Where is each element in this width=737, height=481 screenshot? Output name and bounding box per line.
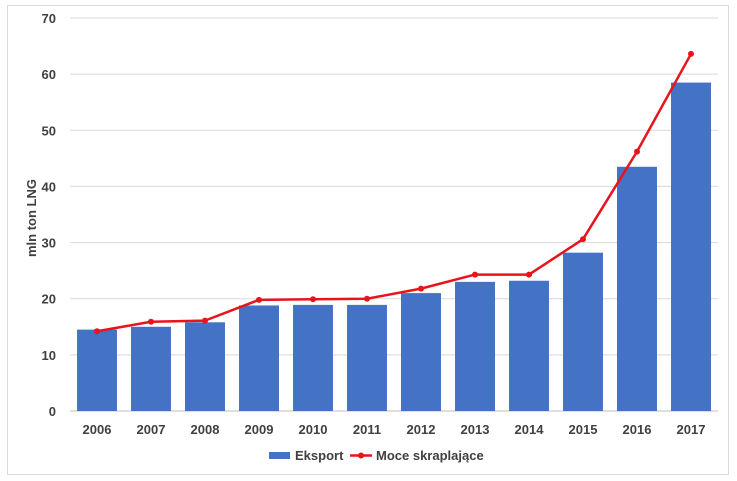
y-tick-10: 10 <box>42 348 56 363</box>
line-point-2014 <box>526 271 532 278</box>
y-axis-title: mln ton LNG <box>24 179 39 257</box>
line-moce-skraplajace <box>96 53 693 333</box>
x-tick-2006: 2006 <box>83 422 112 437</box>
x-tick-2007: 2007 <box>137 422 166 437</box>
y-tick-20: 20 <box>42 292 56 307</box>
legend-moce-marker <box>358 452 364 459</box>
bar-2009 <box>239 305 279 411</box>
x-tick-2014: 2014 <box>515 422 545 437</box>
line-series <box>94 50 694 335</box>
bar-2007 <box>131 326 171 411</box>
y-tick-60: 60 <box>42 67 56 82</box>
line-point-2013 <box>472 271 478 278</box>
bar-series <box>77 82 711 412</box>
line-point-2017 <box>688 50 694 57</box>
x-tick-labels: 2006 2007 2008 2009 2010 2011 2012 2013 2014 2015… <box>83 422 706 437</box>
bar-2016 <box>617 166 657 411</box>
bar-2011 <box>347 304 387 411</box>
y-tick-labels: 0 10 20 30 40 50 60 70 <box>42 11 56 419</box>
y-tick-70: 70 <box>42 11 56 26</box>
gridlines <box>70 17 718 412</box>
bar-2012 <box>401 293 441 411</box>
x-tick-2015: 2015 <box>569 422 598 437</box>
line-point-2006 <box>94 328 100 335</box>
y-tick-0: 0 <box>49 404 56 419</box>
bar-2006 <box>77 329 117 411</box>
bar-2008 <box>185 322 225 411</box>
line-point-2011 <box>364 295 370 302</box>
line-point-2012 <box>418 285 424 292</box>
y-tick-40: 40 <box>42 179 56 194</box>
x-tick-2012: 2012 <box>407 422 436 437</box>
y-tick-30: 30 <box>42 236 56 251</box>
line-point-2009 <box>256 296 262 303</box>
bar-2015 <box>563 252 603 411</box>
line-point-2007 <box>148 318 154 325</box>
legend-eksport-label: Eksport <box>295 448 344 463</box>
y-tick-50: 50 <box>42 123 56 138</box>
x-tick-2008: 2008 <box>191 422 220 437</box>
line-point-2008 <box>202 317 208 324</box>
x-tick-2009: 2009 <box>245 422 274 437</box>
bar-2014 <box>509 280 549 411</box>
x-tick-2017: 2017 <box>677 422 706 437</box>
bar-2010 <box>293 304 333 411</box>
x-tick-2010: 2010 <box>299 422 328 437</box>
line-point-2015 <box>580 236 586 243</box>
legend-moce-label: Moce skraplające <box>376 448 484 463</box>
line-point-2016 <box>634 148 640 155</box>
legend: Eksport Moce skraplające <box>269 448 484 463</box>
bar-2017 <box>671 82 711 412</box>
bar-2013 <box>455 281 495 411</box>
x-tick-2016: 2016 <box>623 422 652 437</box>
line-point-2010 <box>310 296 316 303</box>
legend-eksport-swatch <box>269 452 290 459</box>
x-tick-2013: 2013 <box>461 422 490 437</box>
x-tick-2011: 2011 <box>353 422 381 437</box>
